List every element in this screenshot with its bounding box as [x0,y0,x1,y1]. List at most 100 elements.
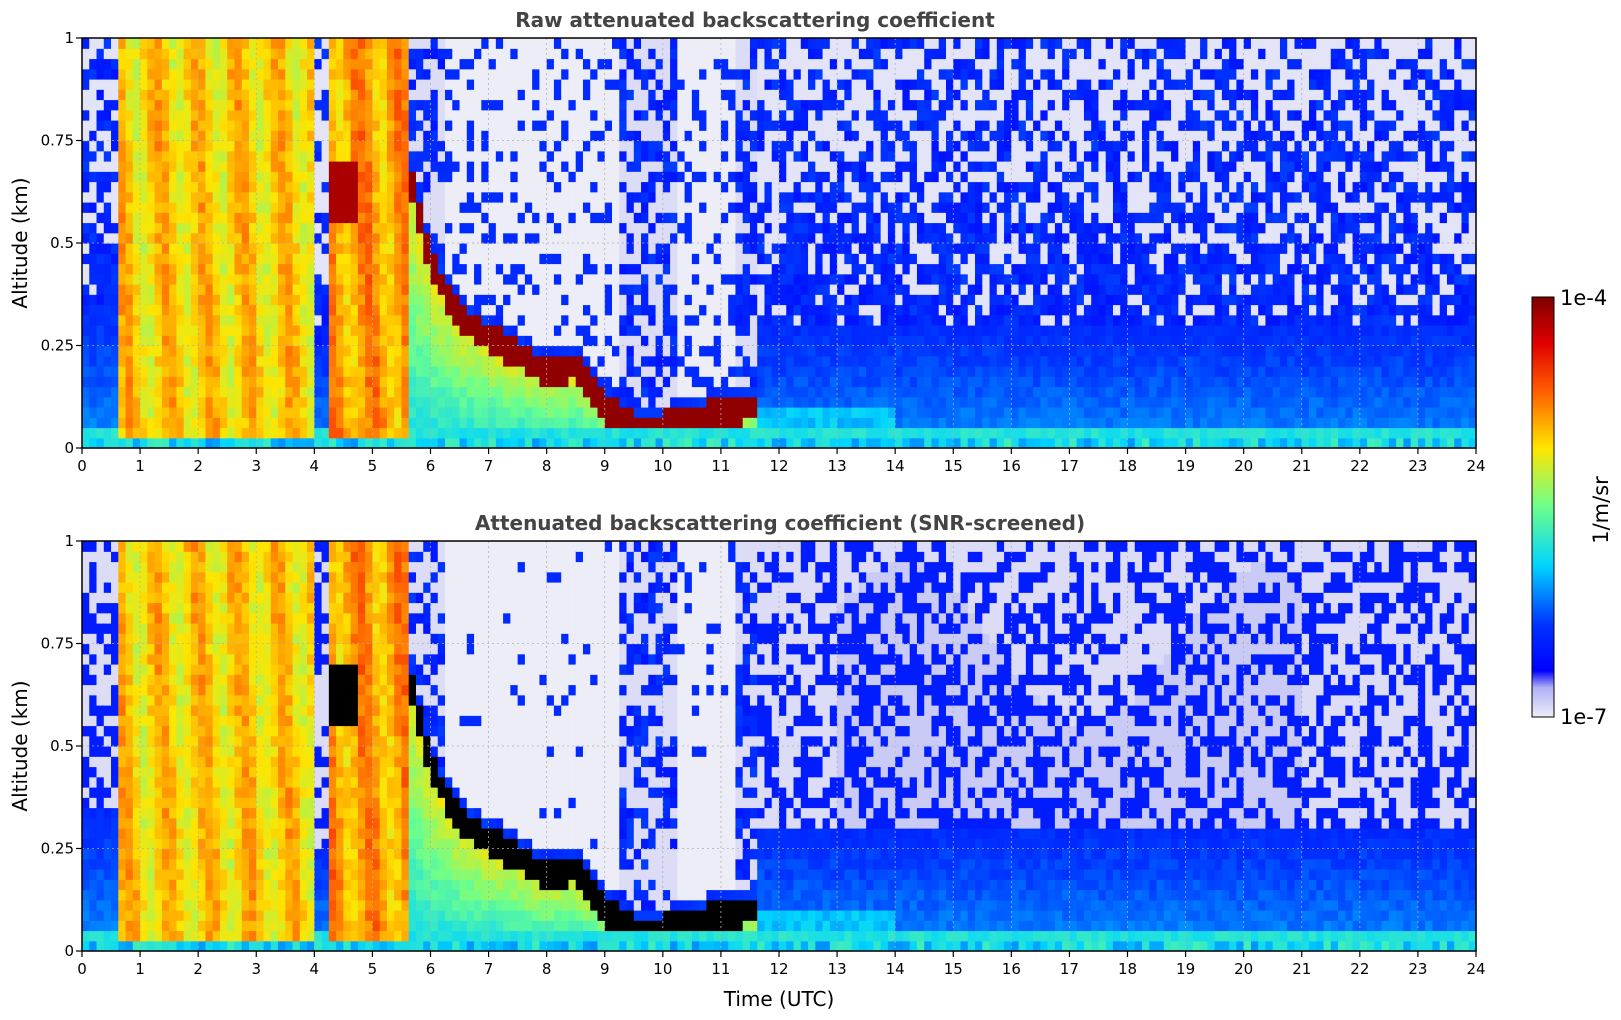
heatmap-cell [713,335,722,347]
heatmap-cell [902,99,911,111]
heatmap-cell [699,325,707,336]
heatmap-cell [386,386,395,398]
heatmap-cell [140,437,148,449]
heatmap-cell [386,120,395,131]
heatmap-cell [800,140,809,152]
heatmap-cell [691,232,700,244]
heatmap-cell [902,273,911,285]
heatmap-cell [909,335,918,347]
heatmap-cell [539,222,548,234]
heatmap-cell [619,396,628,408]
heatmap-cell [437,191,446,203]
heatmap-cell [394,386,403,398]
heatmap-cell [844,355,853,367]
heatmap-cell [132,263,141,275]
heatmap-cell [626,407,635,418]
heatmap-cell [742,376,751,388]
heatmap-cell [553,38,562,49]
heatmap-cell [837,150,845,162]
heatmap-cell [394,161,403,172]
heatmap-cell [336,109,344,121]
heatmap-cell [190,58,199,70]
heatmap-cell [423,191,432,203]
heatmap-cell [662,253,671,265]
heatmap-cell [749,202,758,213]
heatmap-cell [336,222,344,234]
heatmap-cell [248,222,257,234]
heatmap-cell [764,263,773,275]
heatmap-cell [626,58,635,70]
heatmap-cell [336,294,344,306]
heatmap-cell [350,191,359,203]
heatmap-cell [321,181,330,193]
heatmap-cell [183,140,192,152]
heatmap-cell [902,304,911,316]
heatmap-cell [931,314,940,326]
heatmap-cell [735,386,744,398]
heatmap-cell [190,181,199,193]
heatmap-cell [219,171,228,183]
heatmap-cell [786,294,795,306]
heatmap-cell [372,222,381,234]
heatmap-cell [655,161,664,172]
heatmap-cell [619,427,628,439]
heatmap-cell [459,294,468,306]
heatmap-cell [415,437,424,449]
heatmap-cell [648,355,657,367]
heatmap-cell [641,355,649,367]
heatmap-cell [626,325,635,336]
heatmap-cell [147,355,156,367]
heatmap-cell [568,120,577,131]
heatmap-cell [815,171,824,183]
heatmap-cell [372,120,381,131]
heatmap-cell [503,68,511,80]
heatmap-cell [241,120,250,131]
heatmap-cell [219,417,228,429]
heatmap-cell [219,130,228,142]
heatmap-cell [931,417,940,429]
heatmap-cell [713,427,722,439]
heatmap-cell [655,150,664,162]
heatmap-cell [161,243,170,254]
heatmap-cell [764,345,773,357]
heatmap-cell [132,243,141,254]
heatmap-cell [953,273,962,285]
heatmap-cell [626,427,635,439]
heatmap-cell [445,140,453,152]
heatmap-cell [895,314,904,326]
heatmap-cell [517,335,526,347]
heatmap-cell [503,120,511,131]
heatmap-cell [517,376,526,388]
heatmap-cell [539,243,548,254]
heatmap-cell [510,171,519,183]
heatmap-cell [96,181,105,193]
heatmap-cell [691,407,700,418]
heatmap-cell [423,304,432,316]
heatmap-cell [503,304,511,316]
heatmap-cell [619,325,628,336]
heatmap-cell [945,68,954,80]
heatmap-cell [648,396,657,408]
heatmap-cell [728,202,737,213]
heatmap-cell [495,417,504,429]
heatmap-cell [851,120,860,131]
heatmap-cell [234,140,243,152]
heatmap-cell [263,355,272,367]
heatmap-cell [749,243,758,254]
heatmap-cell [336,58,344,70]
heatmap-cell [285,335,294,347]
heatmap-cell [902,284,911,295]
heatmap-cell [568,109,577,121]
heatmap-cell [350,58,359,70]
heatmap-cell [474,120,482,131]
heatmap-cell [539,427,548,439]
heatmap-cell [553,79,562,90]
heatmap-cell [757,58,766,70]
heatmap-cell [379,437,388,449]
heatmap-cell [887,273,896,285]
heatmap-cell [386,417,395,429]
heatmap-cell [887,407,896,418]
heatmap-cell [430,68,439,80]
heatmap-cell [720,437,729,449]
heatmap-cell [495,191,504,203]
